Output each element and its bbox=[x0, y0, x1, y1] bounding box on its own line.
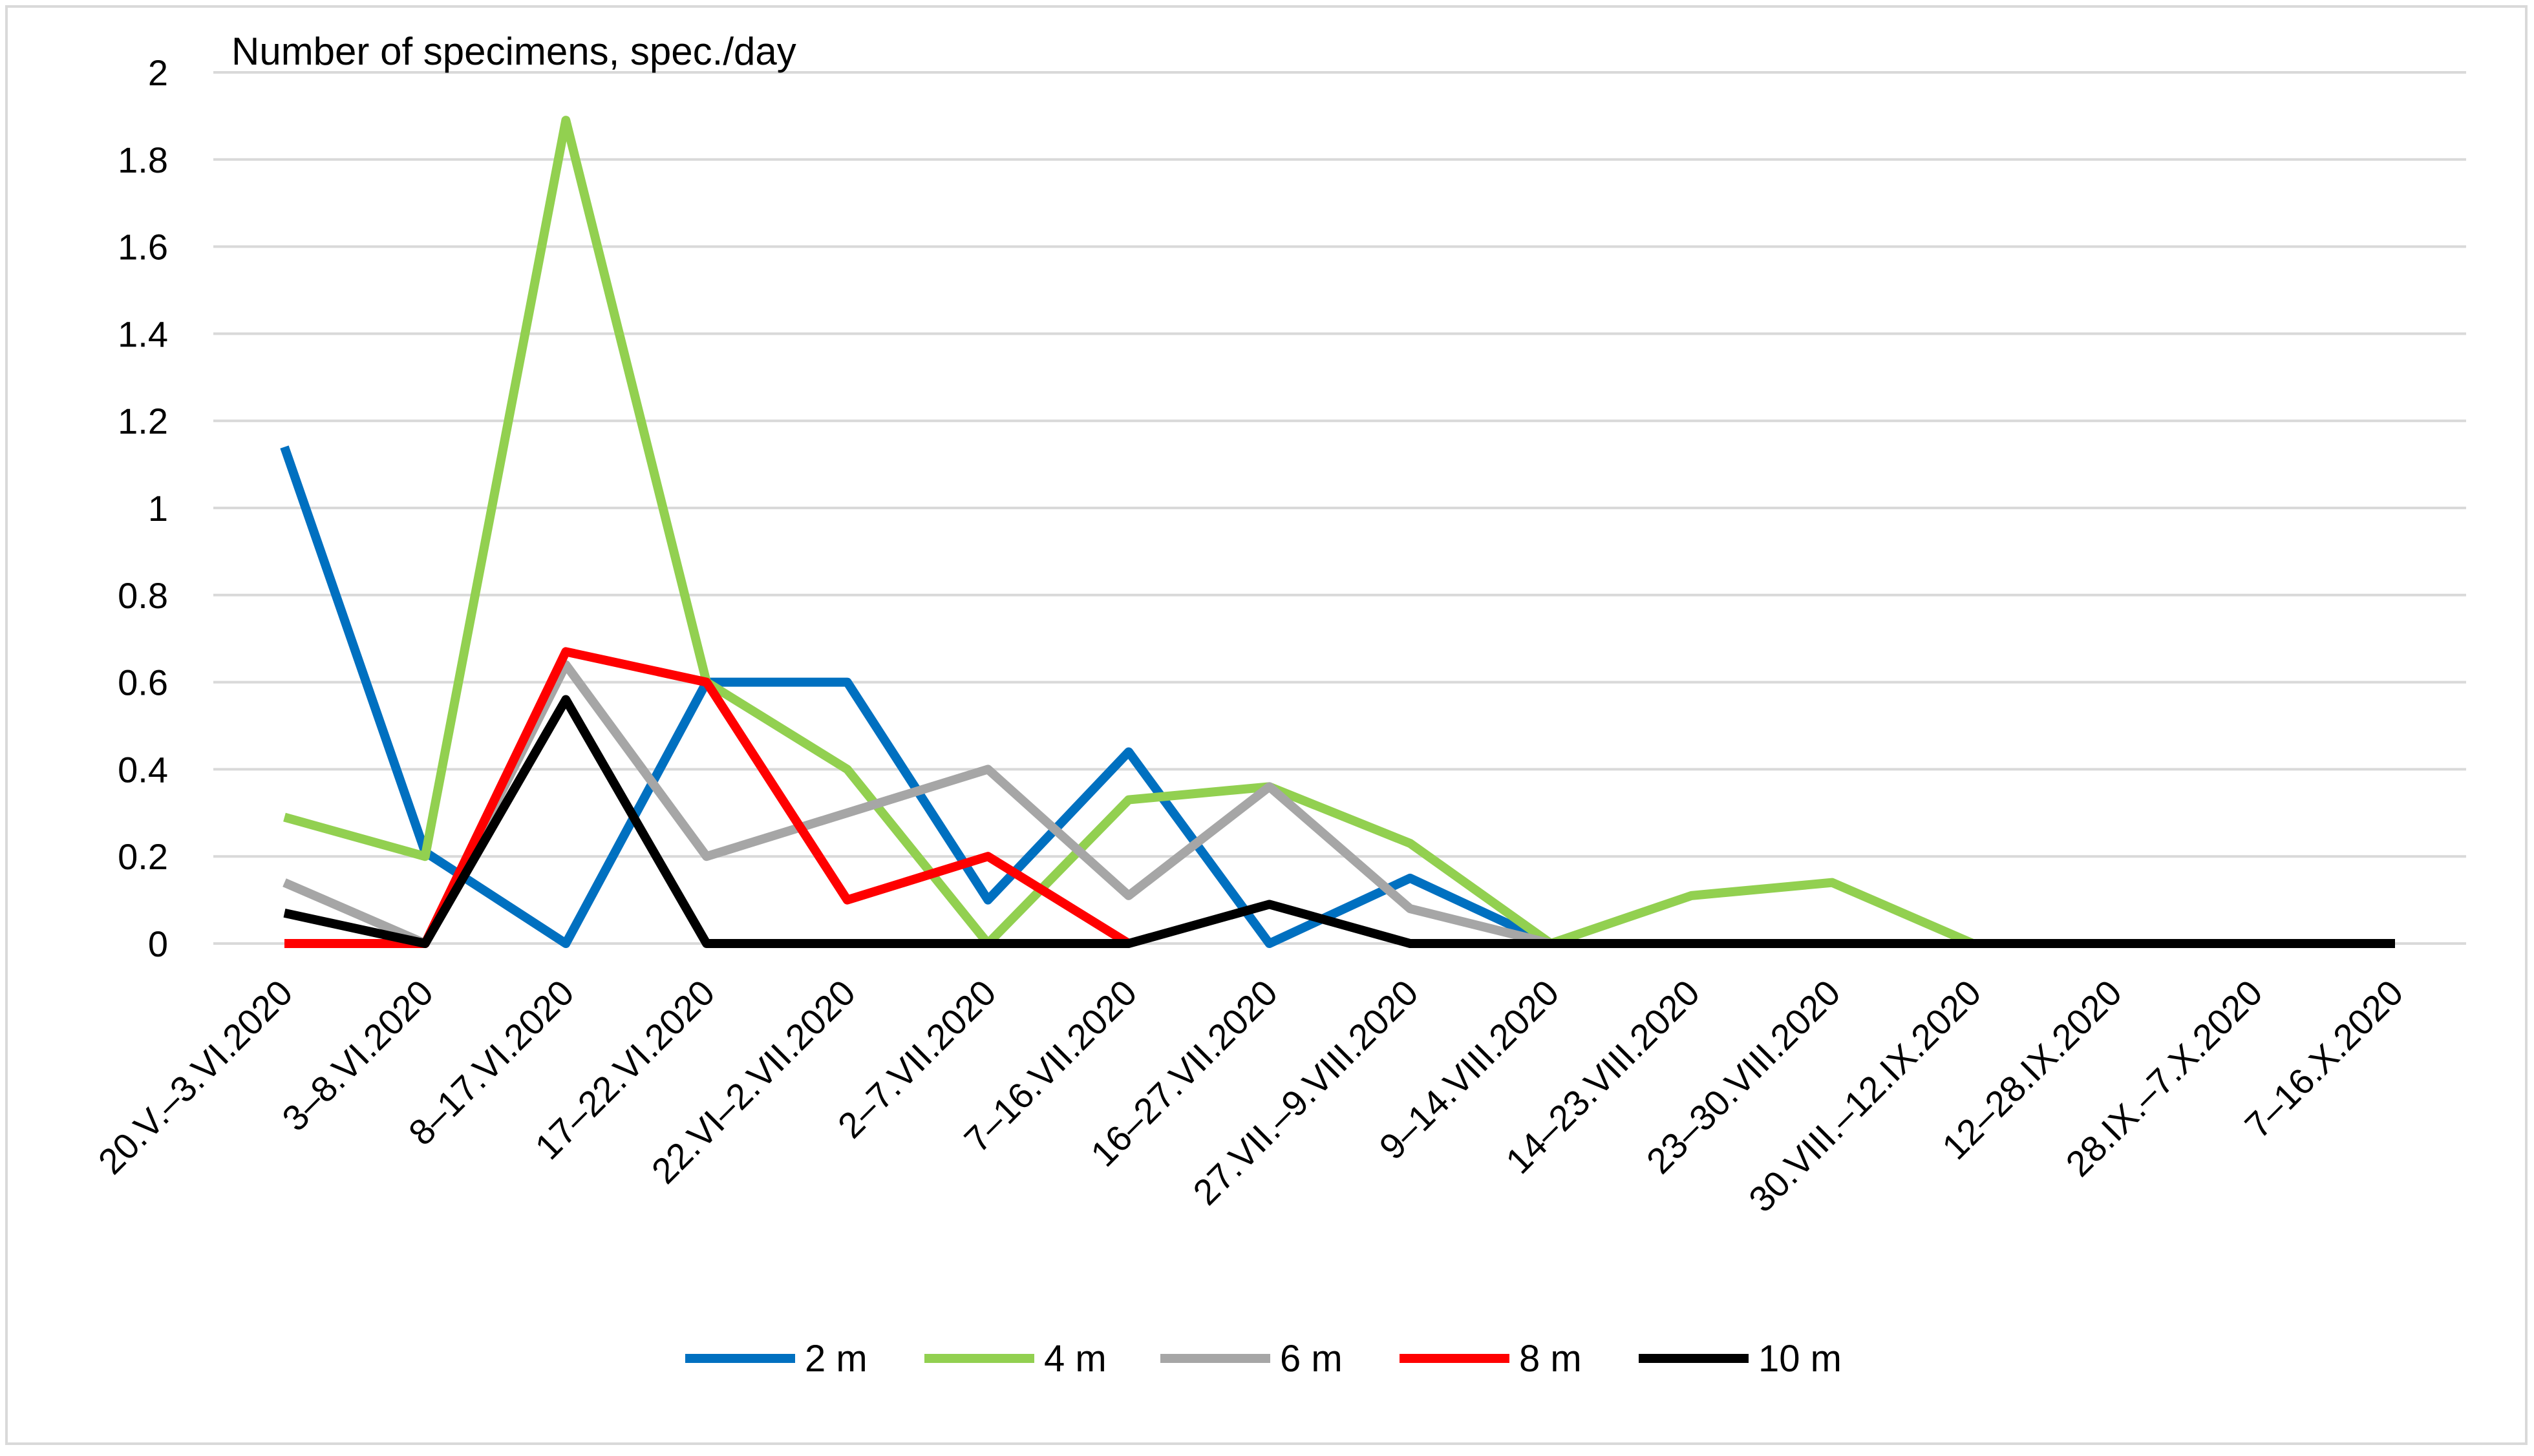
y-tick-label: 2 bbox=[148, 52, 168, 93]
legend-label: 2 m bbox=[805, 1338, 868, 1380]
y-tick-label: 0.2 bbox=[118, 836, 168, 877]
y-axis-ticks: 0 0.2 0.4 0.6 0.8 1 1.2 1.4 1.6 1.8 2 bbox=[118, 52, 168, 964]
legend-label: 4 m bbox=[1044, 1338, 1107, 1380]
series-lines bbox=[280, 116, 2395, 948]
legend-label: 6 m bbox=[1280, 1338, 1343, 1380]
y-tick-label: 1.6 bbox=[118, 227, 168, 268]
y-tick-label: 1.4 bbox=[118, 313, 168, 354]
y-tick-label: 1.2 bbox=[118, 401, 168, 441]
x-axis-ticks: 20.V.–3.VI.20203–8.VI.20208–17.VI.202017… bbox=[90, 972, 2411, 1220]
y-tick-label: 0.4 bbox=[118, 749, 168, 790]
y-tick-label: 0.6 bbox=[118, 662, 168, 703]
series-line-4m bbox=[283, 116, 1975, 948]
y-tick-label: 0 bbox=[148, 923, 168, 964]
legend-label: 8 m bbox=[1519, 1338, 1582, 1380]
legend: 2 m 4 m 6 m 8 m 10 m bbox=[685, 1338, 1842, 1380]
y-axis-label: Number of specimens, spec./day bbox=[231, 30, 796, 73]
y-tick-label: 0.8 bbox=[118, 575, 168, 616]
legend-label: 10 m bbox=[1758, 1338, 1842, 1380]
y-tick-label: 1 bbox=[148, 488, 168, 529]
y-tick-label: 1.8 bbox=[118, 140, 168, 180]
series-line-10m bbox=[283, 695, 2395, 948]
